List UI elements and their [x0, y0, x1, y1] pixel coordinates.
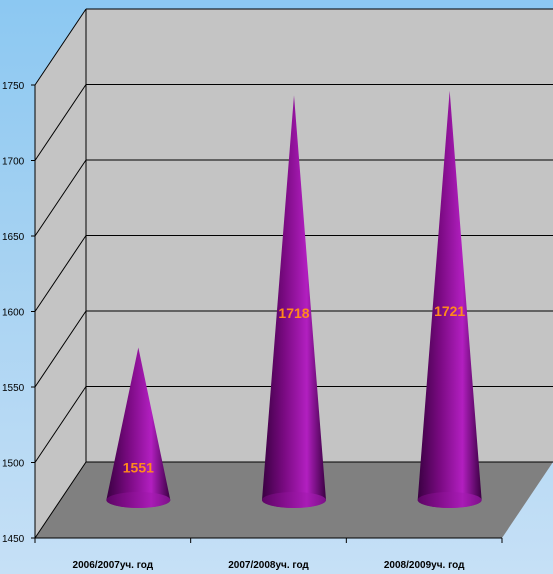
- x-axis-label: 2007/2008уч. год: [228, 560, 309, 571]
- data-label: 1721: [434, 303, 465, 319]
- cone-base: [106, 492, 171, 508]
- cone-body: [106, 347, 171, 508]
- gridline-diagonal: [34, 461, 87, 539]
- gridline-diagonal: [34, 310, 87, 388]
- y-tick-label: 1750: [2, 81, 25, 92]
- cone: 1551: [106, 347, 171, 508]
- y-tick-label: 1700: [2, 157, 25, 168]
- y-tick-label: 1600: [2, 308, 25, 319]
- x-axis-label: 2006/2007уч. год: [73, 560, 154, 571]
- cone-base: [417, 492, 482, 508]
- gridline-diagonal: [34, 386, 87, 463]
- gridline-diagonal: [34, 159, 87, 237]
- y-tick-label: 1550: [2, 383, 25, 394]
- cone: 1718: [262, 95, 326, 508]
- cone-body: [262, 95, 326, 508]
- y-axis-ticks: 1450 1500 1550 1600 1650 1700 1750: [2, 81, 35, 545]
- cones: 1551 1718 1721: [106, 90, 482, 508]
- data-label: 1718: [278, 305, 309, 321]
- data-label: 1551: [123, 460, 154, 476]
- cone-body: [417, 90, 482, 508]
- y-tick-label: 1500: [2, 459, 25, 470]
- x-axis-labels: 2006/2007уч. год 2007/2008уч. год 2008/200…: [34, 538, 503, 571]
- gridline-diagonal: [34, 8, 87, 86]
- gridlines: [34, 8, 553, 539]
- cone-base: [262, 492, 326, 508]
- gridline-diagonal: [34, 84, 87, 161]
- gridline-diagonal: [34, 235, 87, 312]
- y-tick-label: 1450: [2, 534, 25, 545]
- x-axis-label: 2008/2009уч. год: [384, 560, 465, 571]
- y-tick-label: 1650: [2, 232, 25, 243]
- cone: 1721: [417, 90, 482, 508]
